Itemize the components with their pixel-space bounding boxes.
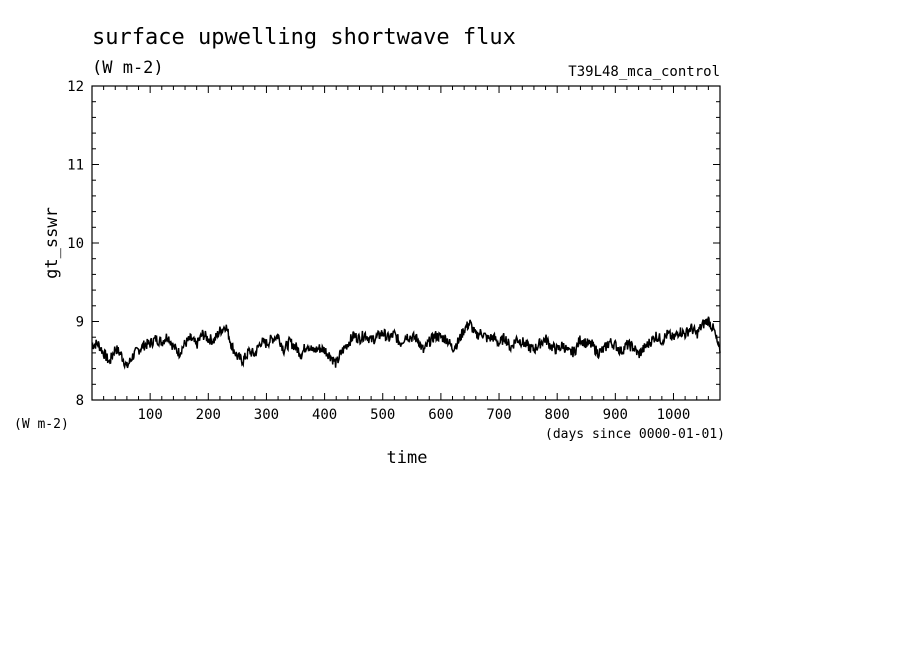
chart-units: (W m-2) xyxy=(92,58,164,78)
x-tick-label: 1000 xyxy=(657,407,691,423)
tick-marks xyxy=(92,86,720,400)
experiment-label: T39L48_mca_control xyxy=(568,64,720,80)
chart-title: surface upwelling shortwave flux xyxy=(92,25,516,50)
x-tick-label: 700 xyxy=(486,407,511,423)
y-tick-label: 9 xyxy=(76,315,84,331)
x-tick-labels: 100 200 300 400 500 600 700 800 900 1000 xyxy=(137,407,690,423)
y-tick-label: 11 xyxy=(67,158,84,174)
x-axis-label: time xyxy=(387,448,428,468)
x-tick-label: 400 xyxy=(312,407,337,423)
series-line xyxy=(91,316,721,370)
y-tick-label: 8 xyxy=(76,393,84,409)
y-tick-labels: 8 9 10 11 12 xyxy=(67,79,84,409)
y-axis-label: gt_sswr xyxy=(42,207,62,279)
x-tick-label: 200 xyxy=(196,407,221,423)
y-unit-label: (W m-2) xyxy=(14,417,69,432)
y-tick-label: 10 xyxy=(67,236,84,252)
x-tick-label: 600 xyxy=(428,407,453,423)
y-tick-label: 12 xyxy=(67,79,84,95)
x-tick-label: 800 xyxy=(545,407,570,423)
x-tick-label: 900 xyxy=(603,407,628,423)
x-tick-label: 500 xyxy=(370,407,395,423)
x-unit-label: (days since 0000-01-01) xyxy=(545,427,725,442)
plot-frame xyxy=(91,85,721,401)
x-tick-label: 300 xyxy=(254,407,279,423)
x-tick-label: 100 xyxy=(137,407,162,423)
